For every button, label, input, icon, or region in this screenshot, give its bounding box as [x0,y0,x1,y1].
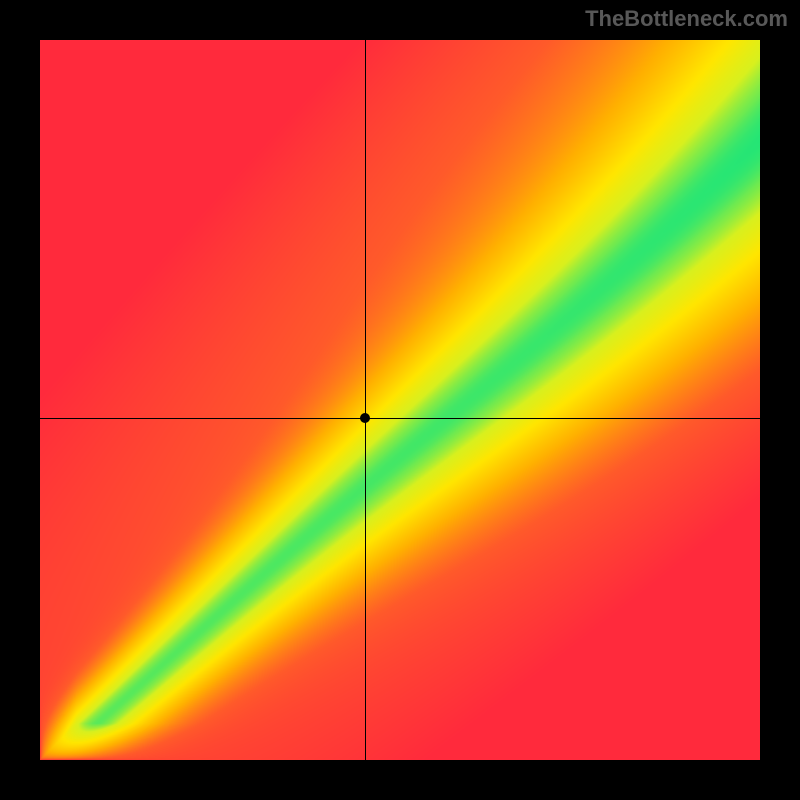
attribution-label: TheBottleneck.com [585,6,788,32]
crosshair-vertical [365,40,366,760]
chart-container: TheBottleneck.com [0,0,800,800]
plot-area [40,40,760,760]
crosshair-marker [360,413,370,423]
heatmap-canvas [40,40,760,760]
crosshair-horizontal [40,418,760,419]
